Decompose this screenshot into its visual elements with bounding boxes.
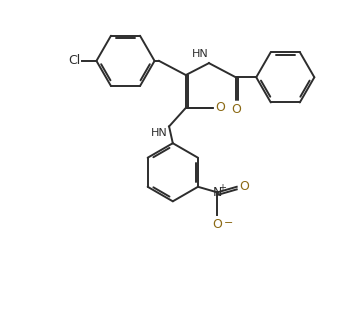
Text: +: + — [218, 183, 226, 193]
Text: HN: HN — [151, 128, 167, 138]
Text: O: O — [231, 103, 241, 116]
Text: O: O — [240, 180, 249, 193]
Text: O: O — [216, 101, 226, 114]
Text: O: O — [212, 218, 222, 231]
Text: N: N — [212, 186, 222, 199]
Text: −: − — [224, 218, 233, 228]
Text: HN: HN — [192, 49, 209, 59]
Text: Cl: Cl — [68, 54, 81, 67]
